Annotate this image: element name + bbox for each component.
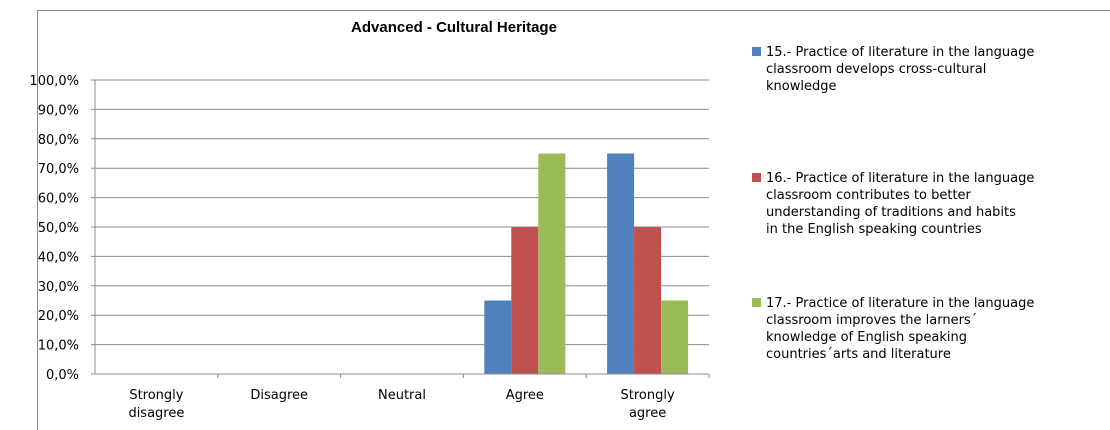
x-category-label: Agree: [506, 388, 544, 403]
y-tick-label: 30,0%: [38, 280, 79, 295]
y-tick-label: 60,0%: [38, 192, 79, 207]
y-tick-label: 100,0%: [29, 74, 79, 89]
legend-label: 16.- Practice of literature in the langu…: [766, 171, 1034, 237]
bar: [511, 227, 539, 374]
y-tick-label: 20,0%: [38, 309, 79, 324]
bar: [607, 153, 635, 374]
y-tick-label: 40,0%: [38, 250, 79, 265]
y-tick-label: 0,0%: [46, 368, 79, 383]
x-category-label: Disagree: [250, 388, 308, 403]
bar-chart: Advanced - Cultural Heritage 0,0% 10,0% 20…: [29, 19, 1034, 421]
x-category-label: Neutral: [378, 388, 426, 403]
bars: [484, 153, 689, 374]
legend-swatch: [752, 298, 761, 307]
y-tick-label: 80,0%: [38, 133, 79, 148]
y-tick-label: 90,0%: [38, 103, 79, 118]
legend-label: 15.- Practice of literature in the langu…: [766, 45, 1034, 94]
x-axis: Strongly disagree Disagree Neutral Agree Stro…: [95, 373, 710, 421]
bar: [661, 300, 689, 374]
legend-swatch: [752, 47, 761, 56]
bar: [634, 227, 662, 374]
x-category-label: Strongly disagree: [128, 388, 184, 421]
bar: [484, 300, 512, 374]
y-tick-label: 10,0%: [38, 339, 79, 354]
y-tick-label: 70,0%: [38, 162, 79, 177]
bar: [538, 153, 566, 374]
y-axis: 0,0% 10,0% 20,0% 30,0% 40,0% 50,0% 60,0% 70,0% 8…: [29, 74, 96, 383]
legend: 15.- Practice of literature in the langu…: [752, 45, 1034, 362]
x-category-label: Strongly agree: [621, 388, 675, 421]
chart-frame: [37, 10, 1110, 430]
legend-label: 17.- Practice of literature in the langu…: [766, 296, 1034, 362]
legend-swatch: [752, 173, 761, 182]
y-tick-label: 50,0%: [38, 221, 79, 236]
chart-title: Advanced - Cultural Heritage: [351, 19, 557, 36]
